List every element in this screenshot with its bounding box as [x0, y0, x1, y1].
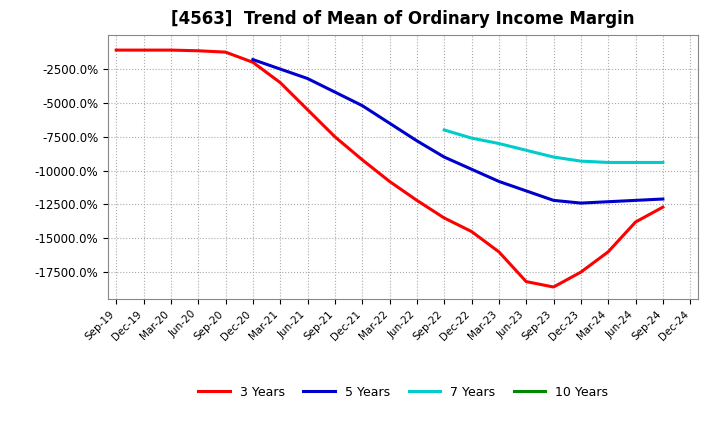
Title: [4563]  Trend of Mean of Ordinary Income Margin: [4563] Trend of Mean of Ordinary Income …: [171, 10, 635, 28]
Legend: 3 Years, 5 Years, 7 Years, 10 Years: 3 Years, 5 Years, 7 Years, 10 Years: [194, 381, 613, 404]
